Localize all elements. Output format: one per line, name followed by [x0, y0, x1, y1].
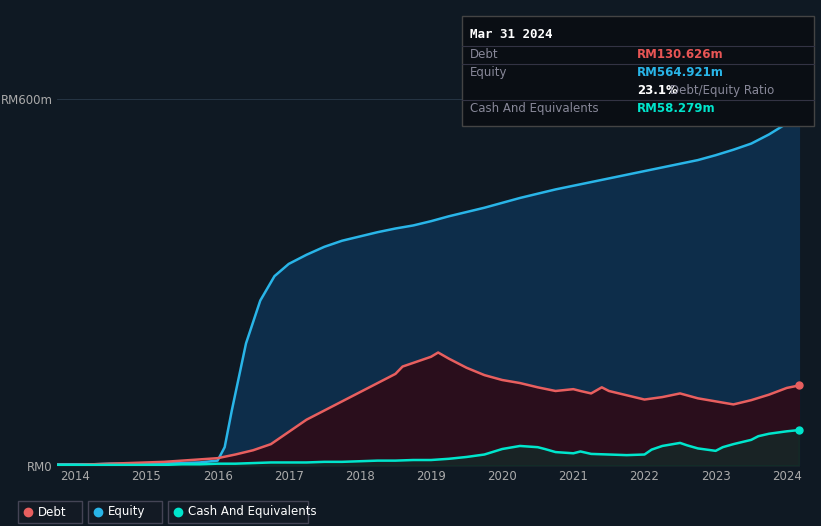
Text: RM130.626m: RM130.626m — [637, 48, 723, 61]
Text: Equity: Equity — [108, 505, 145, 519]
Text: Debt: Debt — [470, 48, 498, 61]
FancyBboxPatch shape — [462, 16, 814, 126]
Text: Mar 31 2024: Mar 31 2024 — [470, 28, 553, 41]
FancyBboxPatch shape — [88, 501, 162, 523]
Text: Debt: Debt — [38, 505, 67, 519]
FancyBboxPatch shape — [168, 501, 308, 523]
Text: RM564.921m: RM564.921m — [637, 66, 724, 79]
Text: 23.1%: 23.1% — [637, 84, 678, 97]
Text: RM58.279m: RM58.279m — [637, 102, 716, 115]
Text: Cash And Equivalents: Cash And Equivalents — [188, 505, 317, 519]
Text: Debt/Equity Ratio: Debt/Equity Ratio — [670, 84, 774, 97]
Text: Equity: Equity — [470, 66, 507, 79]
FancyBboxPatch shape — [18, 501, 82, 523]
Text: Cash And Equivalents: Cash And Equivalents — [470, 102, 599, 115]
